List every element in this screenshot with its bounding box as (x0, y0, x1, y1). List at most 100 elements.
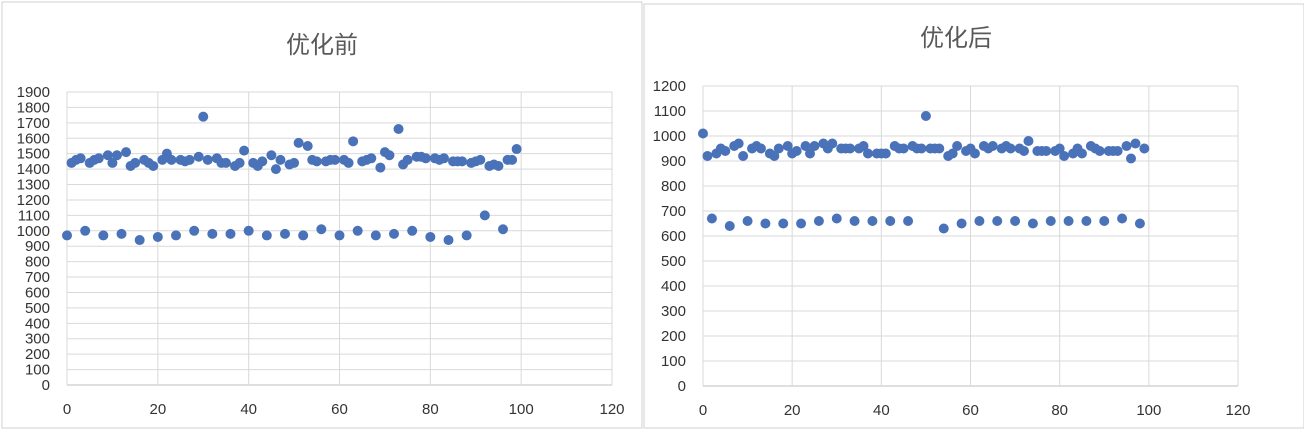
data-point (845, 143, 856, 154)
data-point (934, 143, 945, 154)
data-point (116, 228, 127, 239)
data-point (1112, 146, 1123, 156)
data-point (800, 141, 811, 151)
data-point (1019, 146, 1029, 156)
data-point (134, 235, 145, 246)
chart-title: 优化后 (920, 24, 992, 52)
data-point (1054, 143, 1065, 154)
chart-title: 优化前 (286, 31, 358, 59)
x-tick-label: 120 (599, 401, 624, 418)
data-point (225, 228, 236, 239)
data-point (862, 148, 873, 159)
data-point (152, 231, 163, 242)
data-point (898, 143, 909, 154)
data-point (791, 146, 802, 156)
y-tick-label: 100 (25, 362, 50, 379)
data-point (261, 230, 272, 241)
y-tick-label: 1300 (17, 177, 50, 194)
data-point (348, 136, 359, 147)
data-point (1081, 216, 1092, 226)
y-tick-label: 1100 (654, 103, 686, 120)
data-point (102, 150, 113, 161)
data-point (1045, 216, 1056, 226)
data-point (903, 216, 914, 226)
data-point (316, 224, 327, 235)
data-point (920, 111, 931, 121)
data-point (343, 157, 354, 168)
data-point (148, 161, 159, 172)
data-point (393, 124, 404, 135)
data-point (805, 148, 815, 159)
data-point (831, 213, 842, 224)
data-point (987, 141, 998, 151)
data-point (507, 154, 518, 165)
x-tick-label: 120 (1225, 402, 1250, 419)
data-point (493, 161, 504, 172)
x-tick-label: 20 (784, 402, 801, 419)
y-tick-label: 300 (25, 331, 50, 348)
y-tick-label: 100 (661, 353, 686, 370)
data-point (184, 154, 195, 165)
data-point (849, 216, 860, 226)
x-tick-label: 60 (331, 401, 348, 418)
data-point (796, 218, 807, 229)
data-point (952, 141, 963, 151)
data-point (402, 154, 413, 165)
data-point (198, 111, 209, 122)
data-point (121, 147, 132, 158)
x-tick-label: 40 (240, 401, 257, 418)
data-point (498, 224, 508, 235)
y-tick-label: 0 (42, 377, 50, 394)
y-tick-label: 1900 (17, 84, 50, 101)
data-point (760, 218, 771, 229)
data-point (738, 151, 749, 161)
data-point (742, 216, 753, 226)
y-tick-label: 1800 (17, 99, 50, 116)
data-point (827, 138, 838, 149)
data-point (1023, 136, 1034, 146)
x-tick-label: 80 (1051, 402, 1068, 419)
data-point (1005, 143, 1016, 154)
data-point (370, 230, 381, 241)
y-tick-label: 200 (661, 328, 686, 345)
data-point (62, 230, 72, 241)
data-point (956, 218, 967, 229)
data-point (755, 143, 766, 154)
y-tick-label: 800 (661, 178, 686, 195)
data-point (974, 216, 985, 226)
y-tick-label: 1200 (653, 78, 686, 95)
data-point (1094, 146, 1105, 156)
data-point (298, 230, 309, 241)
y-tick-label: 900 (25, 238, 50, 255)
data-point (698, 128, 708, 139)
data-point (479, 210, 490, 221)
data-point (75, 153, 86, 164)
data-point (302, 140, 313, 151)
data-point (867, 216, 878, 226)
data-point (733, 138, 744, 149)
y-tick-label: 1500 (17, 146, 50, 163)
y-tick-label: 1100 (18, 207, 50, 224)
y-tick-label: 400 (25, 315, 50, 332)
data-point (1134, 218, 1145, 229)
data-point (1010, 216, 1021, 226)
data-point (280, 228, 290, 239)
data-point (384, 150, 395, 161)
data-point (813, 216, 824, 226)
data-point (720, 146, 731, 156)
data-point (193, 151, 204, 162)
data-point (1041, 146, 1052, 156)
data-point (257, 156, 268, 167)
y-tick-label: 0 (678, 378, 686, 395)
y-tick-label: 800 (25, 254, 50, 271)
data-point (80, 225, 91, 236)
data-point (375, 162, 386, 173)
data-point (880, 148, 891, 159)
y-tick-label: 1000 (17, 223, 50, 240)
x-tick-label: 100 (509, 401, 534, 418)
data-point (311, 156, 322, 167)
data-point (938, 223, 949, 234)
data-point (809, 141, 820, 151)
y-tick-label: 500 (661, 253, 686, 270)
